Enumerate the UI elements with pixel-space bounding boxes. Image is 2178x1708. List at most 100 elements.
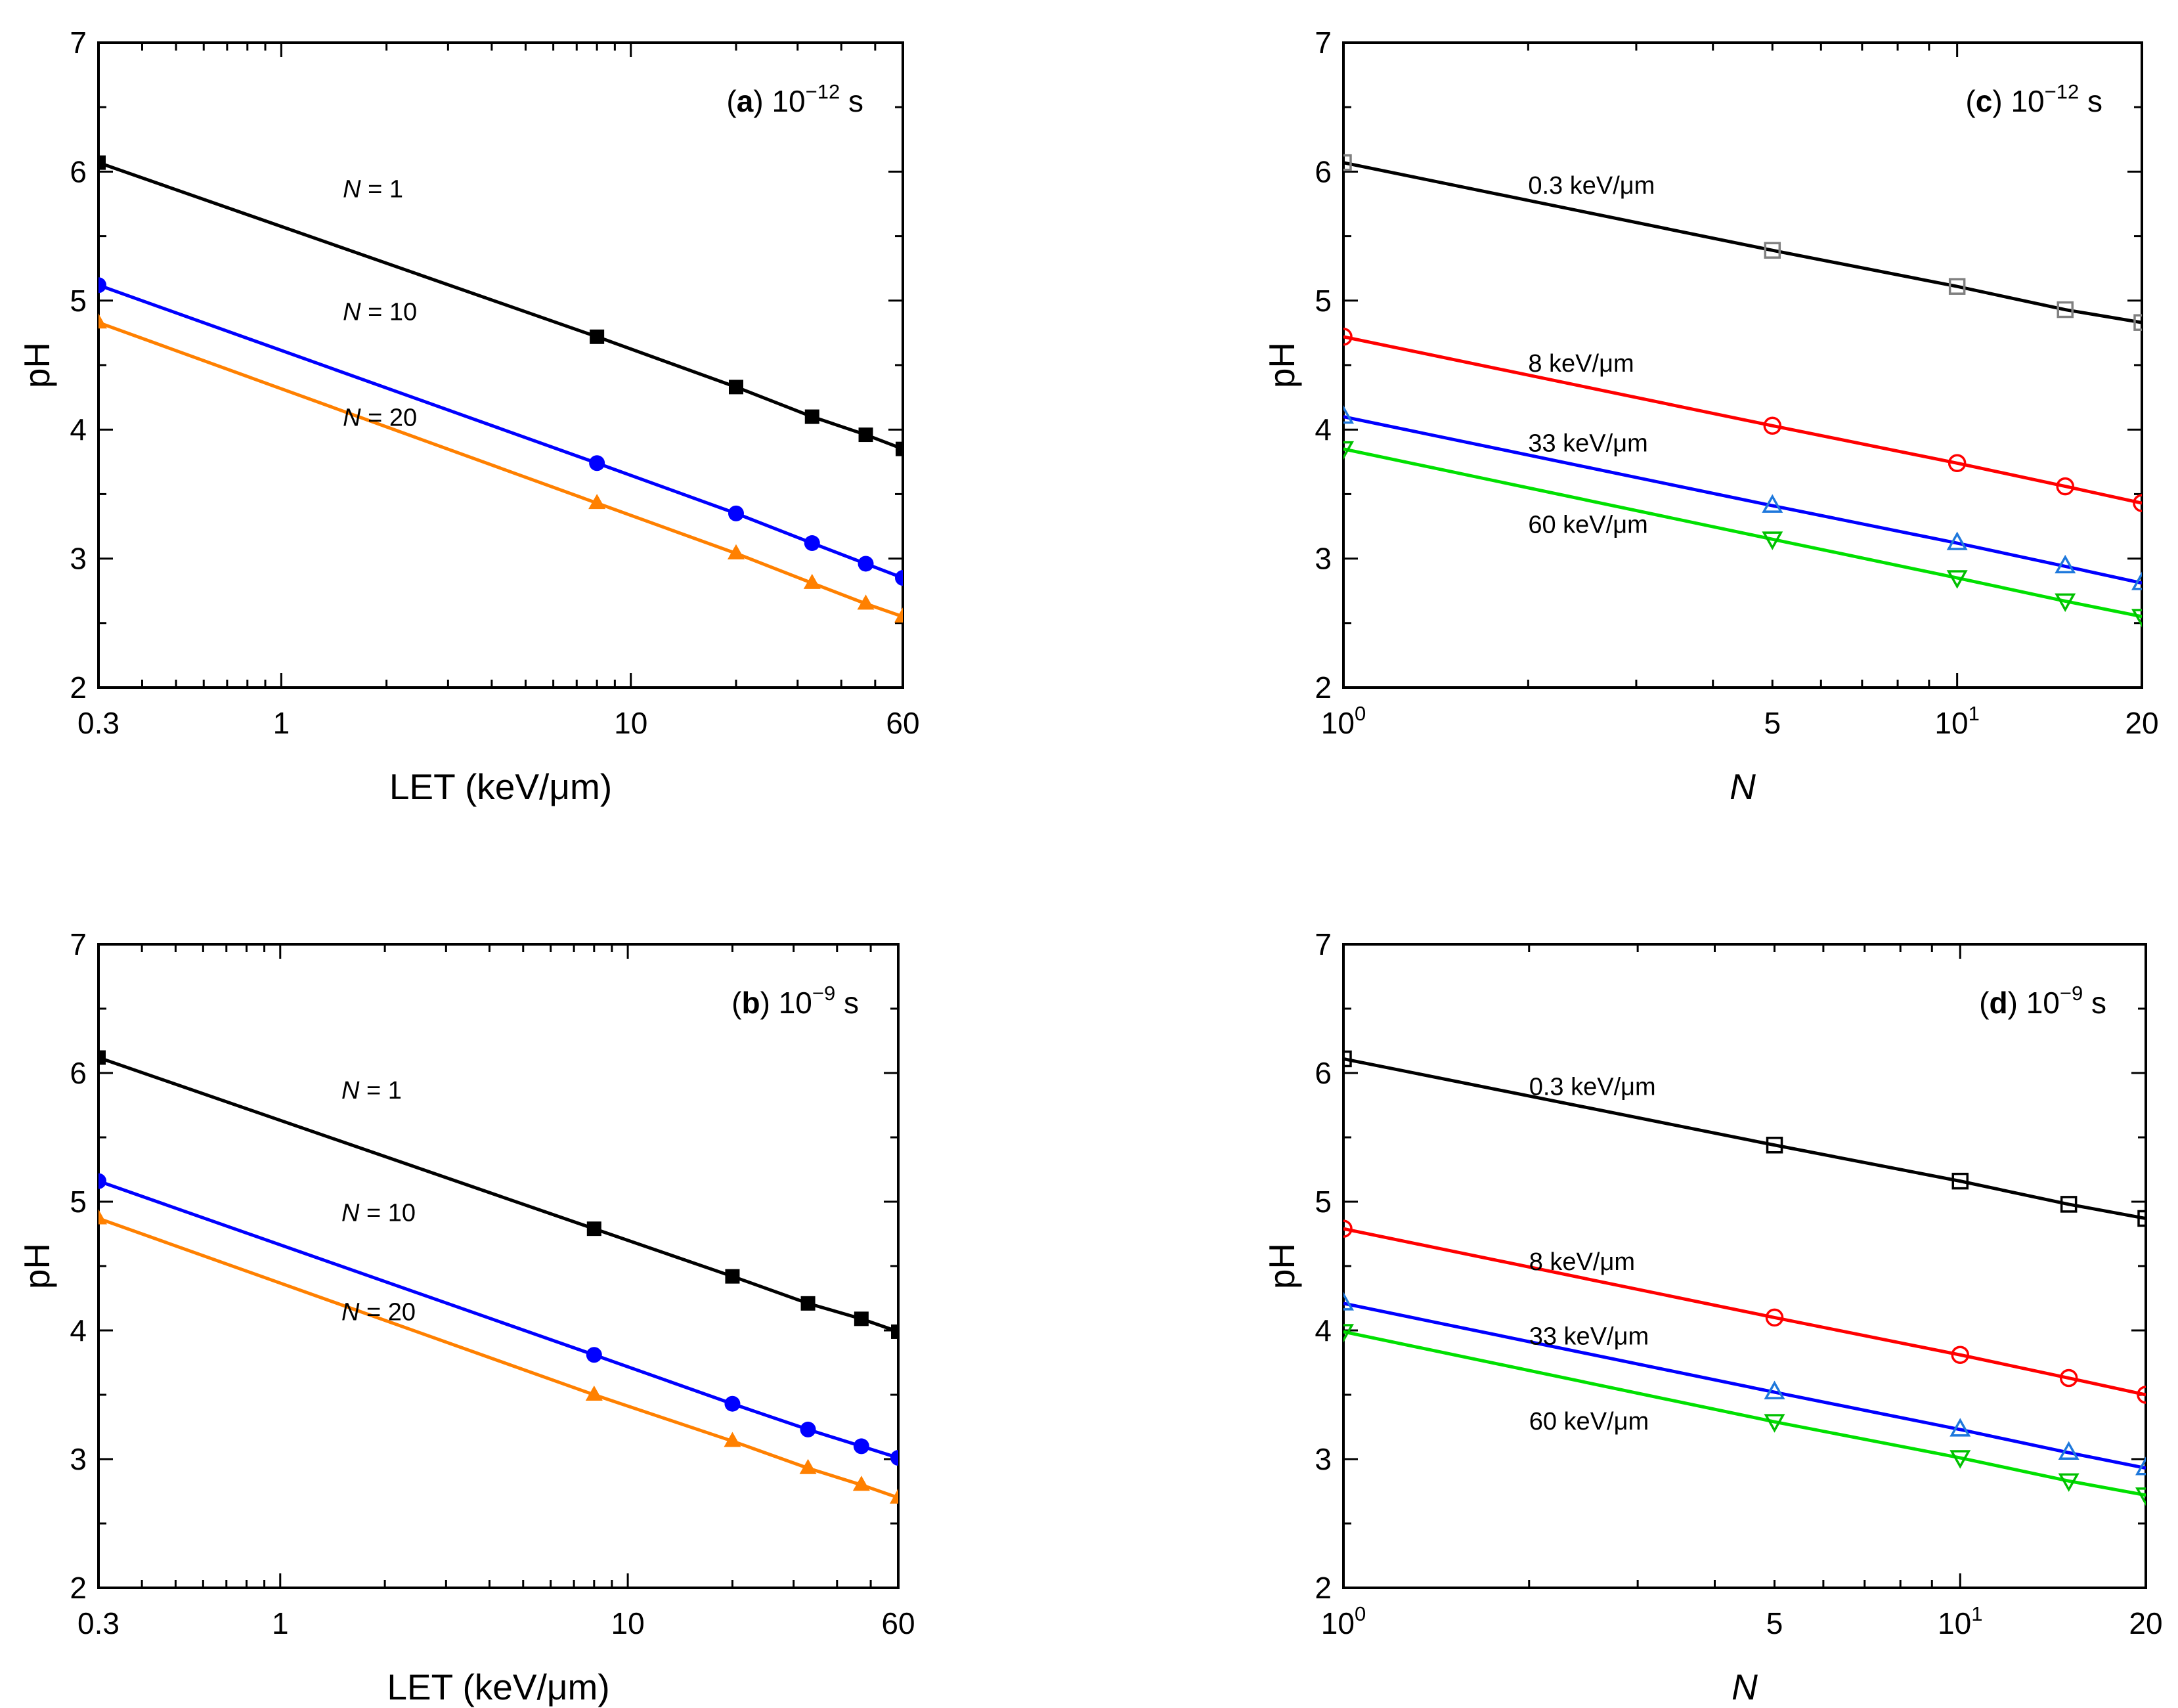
data-point [800,1296,816,1311]
data-point [98,1173,106,1189]
time-exponent: −9 [812,982,835,1005]
data-point [728,505,744,521]
time-exponent: −12 [806,80,840,103]
data-point [854,1311,869,1326]
series-1 [98,1050,898,1339]
annotation-variable: N [341,1298,360,1326]
data-point [894,607,903,623]
data-point [1343,1050,1352,1068]
data-point [803,573,821,589]
data-point [1343,1292,1354,1311]
x-tick-exponent: 1 [1969,702,1980,725]
data-point [1949,1450,1971,1469]
series-annotation: 60 keV/μm [1528,511,1647,538]
data-point [2137,1210,2146,1227]
data-layer [98,155,903,623]
data-point [1949,1418,1971,1437]
annotation-variable: N [343,404,361,431]
data-point [2060,1196,2078,1213]
data-point [724,1395,741,1412]
time-space [2083,986,2091,1020]
data-point [1343,328,1353,346]
series-2 [1343,328,2142,512]
series-1 [1343,154,2142,331]
x-axis-label: N [1732,1667,1758,1707]
x-tick-label: 10 [614,706,647,740]
y-tick-label: 4 [1315,412,1332,447]
panel-tag: (a) 10−12 s [726,80,863,118]
series-annotation: 33 keV/μm [1529,1323,1649,1351]
data-point [1343,154,1352,171]
data-point [1765,1308,1784,1327]
data-point [799,1458,817,1474]
x-tick-label: 0.3 [77,1606,120,1640]
x-tick-label: 5 [1766,1606,1783,1640]
series-line [1343,335,2142,505]
data-point [853,1438,869,1455]
series-annotation: 0.3 keV/μm [1529,1073,1656,1101]
y-tick-label: 3 [70,542,87,576]
y-tick-label: 3 [70,1442,87,1476]
y-tick-label: 3 [1315,1442,1332,1476]
x-tick-base: 10 [1934,706,1968,740]
data-point [98,313,107,329]
data-point [2135,1487,2146,1506]
y-tick-label: 2 [1315,1571,1332,1605]
x-tick-base: 10 [1938,1606,1971,1640]
data-point [896,441,903,456]
time-space [835,986,844,1020]
data-point [1343,1219,1353,1238]
data-point [585,1386,603,1401]
data-point [895,570,903,586]
y-tick-label: 5 [70,284,87,318]
series-line [98,1179,898,1460]
data-point [2131,609,2142,628]
y-tick-label: 4 [70,1313,87,1347]
series-3 [1343,1292,2146,1476]
data-point [590,329,605,344]
series-3 [98,1209,898,1504]
data-point [2137,1386,2146,1404]
data-point [804,409,819,424]
annotation-value: = 1 [361,176,403,204]
series-annotation: N = 20 [341,1298,416,1326]
data-point [1946,570,1968,589]
series-1 [1343,1050,2146,1227]
x-tick-label: 60 [886,706,919,740]
series-line [98,320,903,619]
x-tick-label: 20 [2129,1606,2162,1640]
series-line [1343,415,2142,585]
data-point [1343,441,1354,460]
data-point [2055,554,2076,574]
time-space [840,84,848,118]
annotation-variable: N [341,1077,360,1105]
panel-paren-open: ( [1965,84,1976,118]
panel-paren-open: ( [731,986,742,1020]
y-axis-label: pH [16,1243,57,1289]
time-exponent: −12 [2045,80,2080,103]
panel-letter: b [741,986,760,1020]
data-point [890,1450,898,1466]
x-tick-label: 60 [881,1606,915,1640]
series-2 [98,1173,898,1466]
y-tick-label: 5 [70,1185,87,1219]
x-axis-label: LET (keV/μm) [387,1667,609,1707]
panel-tag: (d) 10−9 s [1979,982,2106,1020]
time-exponent: −9 [2060,982,2083,1005]
time-space [2079,84,2087,118]
data-point [1951,1172,1969,1190]
y-tick-label: 4 [1315,1313,1332,1347]
data-point [2055,593,2076,612]
data-point [858,427,873,443]
y-tick-label: 5 [1315,284,1332,318]
series-4 [1343,441,2142,628]
series-line [1343,161,2142,324]
series-line [1343,1330,2146,1497]
y-tick-label: 6 [1315,154,1332,188]
time-unit: s [848,84,863,118]
series-annotation: 8 keV/μm [1528,350,1634,378]
plot-frame [1342,943,2147,1589]
x-tick-label: 10 [611,1606,645,1640]
data-point [589,455,605,471]
